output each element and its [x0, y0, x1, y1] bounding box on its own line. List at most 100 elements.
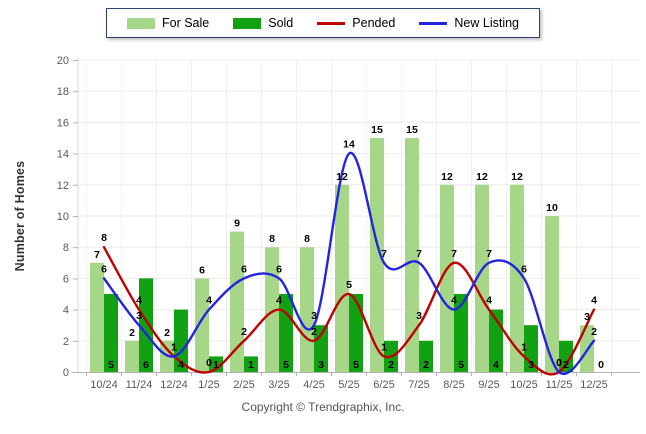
data-label: 7 — [486, 248, 492, 260]
sold-bar-4-25 — [314, 325, 328, 372]
data-label: 3 — [318, 359, 324, 371]
data-label: 8 — [304, 233, 310, 245]
data-label: 15 — [406, 124, 418, 136]
x-tick-label: 8/25 — [443, 379, 464, 391]
data-label: 1 — [248, 359, 254, 371]
legend-item-sold: Sold — [233, 16, 293, 30]
data-label: 7 — [416, 248, 422, 260]
data-label: 12 — [441, 171, 453, 183]
data-label: 4 — [591, 295, 597, 307]
data-label: 4 — [178, 359, 184, 371]
x-tick-label: 10/25 — [510, 379, 538, 391]
sold-bar-3-25 — [279, 294, 293, 372]
data-label: 1 — [171, 341, 177, 353]
sold-bar-5-25 — [349, 294, 363, 372]
x-tick-label: 11/24 — [126, 379, 153, 391]
data-label: 5 — [283, 359, 289, 371]
data-label: 12 — [511, 171, 523, 183]
for-sale-bar-11-24 — [125, 340, 139, 372]
data-label: 6 — [101, 263, 107, 275]
pended-curve — [102, 246, 596, 376]
data-label: 6 — [199, 264, 205, 276]
data-label: 6 — [276, 263, 282, 275]
for-sale-bar-5-25 — [335, 184, 349, 372]
data-label: 15 — [371, 124, 383, 136]
y-tick-label: 4 — [63, 305, 69, 317]
data-label: 1 — [213, 359, 219, 371]
data-label: 9 — [234, 218, 240, 230]
sold-bar-1-25 — [209, 356, 223, 372]
data-label: 0 — [206, 357, 212, 369]
data-label: 3 — [416, 310, 422, 322]
data-label: 5 — [353, 359, 359, 371]
data-label: 4 — [493, 359, 499, 371]
pended-line — [102, 246, 596, 376]
data-label: 10 — [546, 202, 558, 214]
y-axis-tick-labels: 0 2 4 6 8 10 12 14 16 18 20 — [57, 55, 69, 379]
data-label: 6 — [143, 359, 149, 371]
for-sale-swatch-icon — [126, 17, 155, 29]
for-sale-bar-10-25 — [510, 184, 524, 372]
for-sale-bar-2-25 — [230, 231, 244, 372]
x-tick-label: 4/25 — [303, 379, 324, 391]
sold-bar-8-25 — [454, 294, 468, 372]
data-label: 2 — [241, 326, 247, 338]
data-label: 8 — [269, 233, 275, 245]
for-sale-labels: 7 2 2 6 9 8 8 12 15 15 12 12 12 10 3 — [94, 124, 590, 339]
sold-bar-11-24 — [139, 278, 153, 372]
for-sale-bar-7-25 — [405, 138, 419, 372]
x-tick-label: 5/25 — [338, 379, 359, 391]
data-label: 3 — [528, 359, 534, 371]
data-label: 8 — [101, 232, 107, 244]
sold-bar-7-25 — [419, 340, 433, 372]
sold-swatch-icon — [233, 17, 262, 29]
legend-label: Pended — [352, 16, 396, 30]
sold-bar-12-24 — [174, 309, 188, 372]
for-sale-bar-9-25 — [475, 184, 489, 372]
data-label: 2 — [591, 326, 597, 338]
data-label: 0 — [598, 359, 604, 371]
y-tick-label: 18 — [57, 86, 69, 98]
data-label: 2 — [388, 359, 394, 371]
data-label: 7 — [381, 248, 387, 260]
sold-bar-10-24 — [104, 294, 118, 372]
data-label: 0 — [556, 357, 562, 369]
data-label: 4 — [136, 295, 142, 307]
legend-label: For Sale — [161, 16, 210, 30]
for-sale-bar-6-25 — [370, 138, 384, 372]
x-tick-label: 6/25 — [373, 379, 394, 391]
for-sale-bar-3-25 — [265, 247, 279, 372]
x-tick-label: 12/25 — [580, 379, 608, 391]
data-label: 3 — [136, 310, 142, 322]
data-label: 4 — [451, 295, 457, 307]
y-tick-label: 20 — [57, 55, 69, 67]
for-sale-bar-8-25 — [440, 184, 454, 372]
x-tick-label: 2/25 — [233, 379, 254, 391]
data-label: 3 — [584, 311, 590, 323]
data-label: 4 — [276, 295, 282, 307]
x-tick-label: 10/24 — [90, 379, 118, 391]
new-listing-line — [102, 152, 596, 376]
y-tick-label: 12 — [57, 180, 69, 192]
y-tick-label: 6 — [63, 273, 69, 285]
data-label: 5 — [108, 359, 114, 371]
data-label: 2 — [311, 326, 317, 338]
sold-bar-2-25 — [244, 356, 258, 372]
for-sale-bar-1-25 — [195, 278, 209, 372]
data-label: 2 — [164, 327, 170, 339]
data-label: 5 — [346, 279, 352, 291]
x-tick-label: 12/24 — [160, 379, 188, 391]
x-tick-label: 1/25 — [198, 379, 219, 391]
data-label: 0 — [556, 357, 562, 369]
x-tick-label: 11/25 — [546, 379, 573, 391]
data-label: 12 — [336, 171, 348, 183]
data-label: 12 — [476, 171, 488, 183]
data-label: 1 — [521, 341, 527, 353]
data-label: 4 — [486, 295, 492, 307]
data-label: 6 — [521, 263, 527, 275]
y-tick-label: 16 — [57, 117, 69, 129]
